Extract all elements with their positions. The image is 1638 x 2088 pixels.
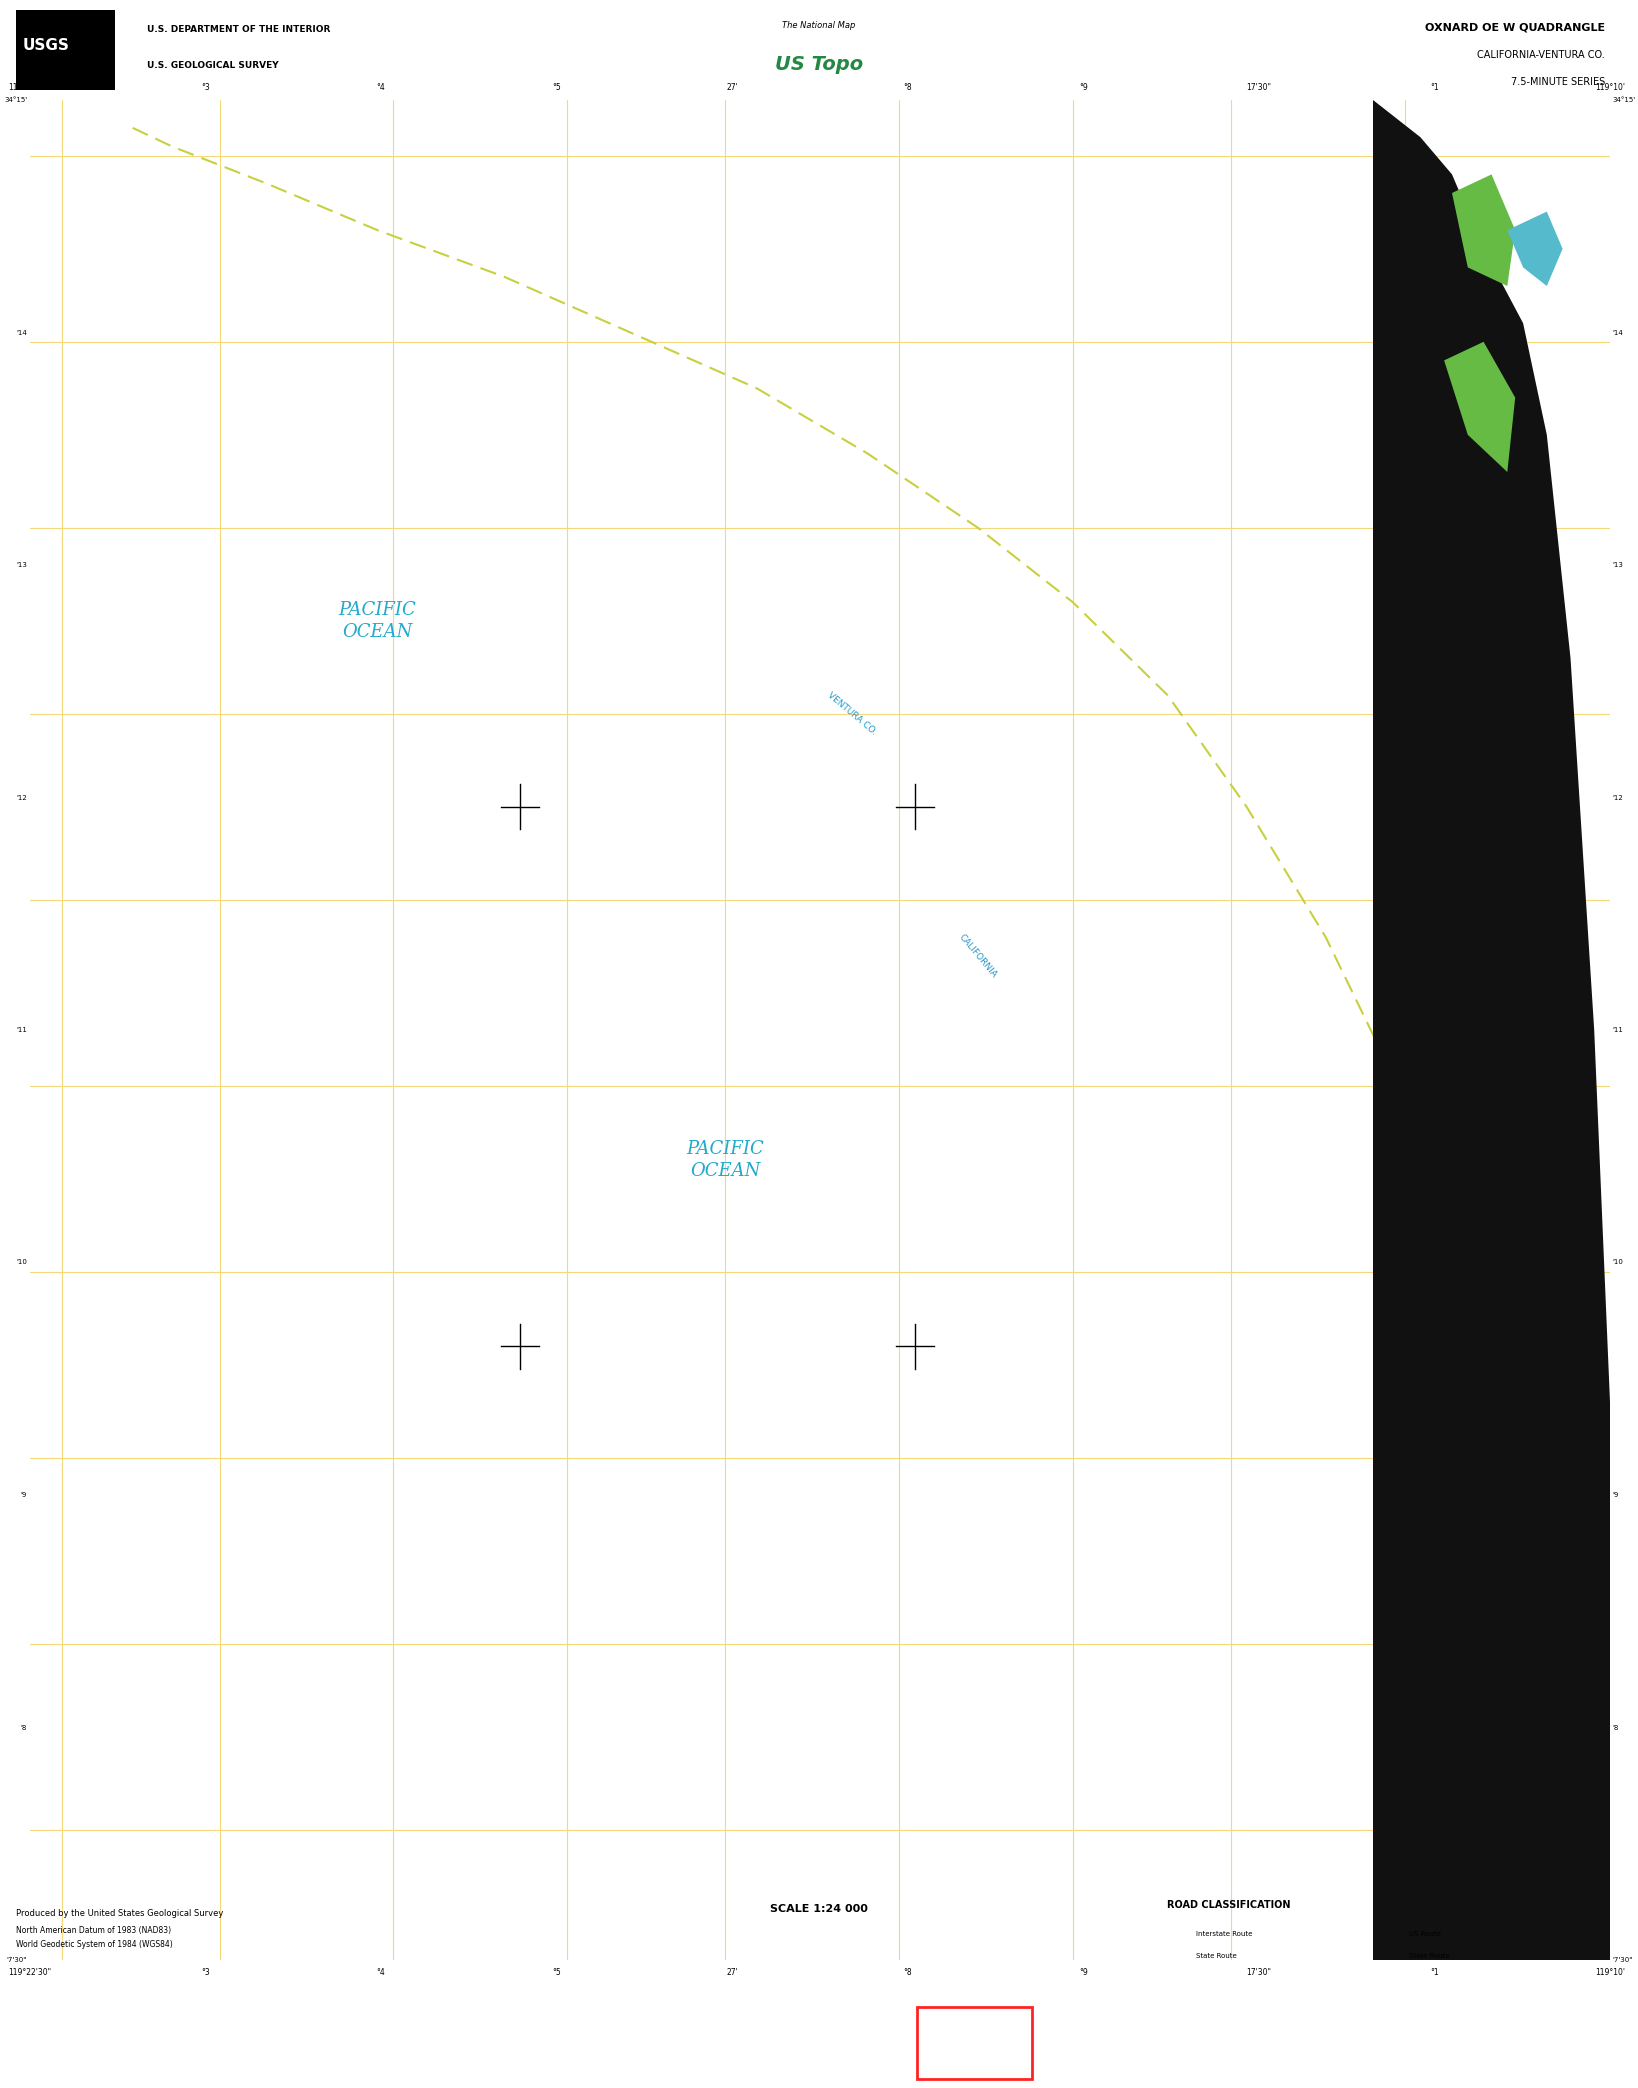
Text: °5: °5 <box>552 1969 562 1977</box>
Text: State Route: State Route <box>1196 1954 1237 1959</box>
Text: OXNARD OE W QUADRANGLE: OXNARD OE W QUADRANGLE <box>1425 23 1605 33</box>
Text: U.S. DEPARTMENT OF THE INTERIOR: U.S. DEPARTMENT OF THE INTERIOR <box>147 25 331 35</box>
Text: US Route: US Route <box>1409 1931 1440 1938</box>
Text: '8: '8 <box>1613 1725 1620 1731</box>
Text: °8: °8 <box>904 84 912 92</box>
Text: The National Map: The National Map <box>783 21 855 29</box>
Text: 119°10': 119°10' <box>1595 84 1625 92</box>
Text: °3: °3 <box>201 84 210 92</box>
Text: PACIFIC
OCEAN: PACIFIC OCEAN <box>686 1140 763 1180</box>
Polygon shape <box>1451 175 1515 286</box>
Text: 27': 27' <box>726 1969 739 1977</box>
Text: °5: °5 <box>552 84 562 92</box>
Text: 17'30": 17'30" <box>1247 84 1271 92</box>
Text: '7'30": '7'30" <box>7 1956 28 1963</box>
Text: °9: °9 <box>1079 1969 1088 1977</box>
Text: US Topo: US Topo <box>775 56 863 75</box>
Text: 119°10': 119°10' <box>1595 1969 1625 1977</box>
Polygon shape <box>1445 342 1515 472</box>
Text: USGS: USGS <box>23 38 70 52</box>
Text: °3: °3 <box>201 1969 210 1977</box>
Bar <box>16 10 115 90</box>
Text: North American Datum of 1983 (NAD83): North American Datum of 1983 (NAD83) <box>16 1927 172 1936</box>
Text: 17'30": 17'30" <box>1247 1969 1271 1977</box>
Text: '13: '13 <box>1613 562 1623 568</box>
Text: °1: °1 <box>1430 84 1438 92</box>
Text: 27': 27' <box>726 84 739 92</box>
Bar <box>917 2007 1032 2078</box>
Text: 34°15': 34°15' <box>1613 96 1636 102</box>
Text: Produced by the United States Geological Survey: Produced by the United States Geological… <box>16 1908 224 1917</box>
Text: 119°22'30": 119°22'30" <box>8 1969 51 1977</box>
Text: '12: '12 <box>16 796 28 800</box>
Text: World Geodetic System of 1984 (WGS84): World Geodetic System of 1984 (WGS84) <box>16 1940 174 1948</box>
Text: '14: '14 <box>16 330 28 336</box>
Text: °9: °9 <box>1079 84 1088 92</box>
Text: '12: '12 <box>1613 796 1623 800</box>
Text: 119°22'30": 119°22'30" <box>8 84 51 92</box>
Text: 7.5-MINUTE SERIES: 7.5-MINUTE SERIES <box>1510 77 1605 88</box>
Text: ROAD CLASSIFICATION: ROAD CLASSIFICATION <box>1166 1900 1291 1911</box>
Polygon shape <box>1373 100 1610 1961</box>
Text: '11: '11 <box>1613 1027 1623 1034</box>
Text: SCALE 1:24 000: SCALE 1:24 000 <box>770 1904 868 1915</box>
Text: °4: °4 <box>377 1969 385 1977</box>
Text: '9: '9 <box>1613 1493 1620 1497</box>
Text: CALIFORNIA-VENTURA CO.: CALIFORNIA-VENTURA CO. <box>1477 50 1605 61</box>
Text: '14: '14 <box>1613 330 1623 336</box>
Text: '9: '9 <box>21 1493 28 1497</box>
Text: °1: °1 <box>1430 1969 1438 1977</box>
Text: '10: '10 <box>16 1259 28 1265</box>
Text: CALIFORNIA: CALIFORNIA <box>957 931 999 979</box>
Text: '10: '10 <box>1613 1259 1623 1265</box>
Polygon shape <box>1507 211 1563 286</box>
Text: U.S. GEOLOGICAL SURVEY: U.S. GEOLOGICAL SURVEY <box>147 61 278 69</box>
Text: '13: '13 <box>16 562 28 568</box>
Text: '7'30": '7'30" <box>1613 1956 1633 1963</box>
Text: Interstate Route: Interstate Route <box>1196 1931 1251 1938</box>
Text: °4: °4 <box>377 84 385 92</box>
Text: '8: '8 <box>21 1725 28 1731</box>
Text: PACIFIC
OCEAN: PACIFIC OCEAN <box>339 601 416 641</box>
Text: State Route: State Route <box>1409 1954 1450 1959</box>
Text: '11: '11 <box>16 1027 28 1034</box>
Text: VENTURA CO.: VENTURA CO. <box>826 691 878 737</box>
Text: 34°15': 34°15' <box>3 96 28 102</box>
Text: °8: °8 <box>904 1969 912 1977</box>
